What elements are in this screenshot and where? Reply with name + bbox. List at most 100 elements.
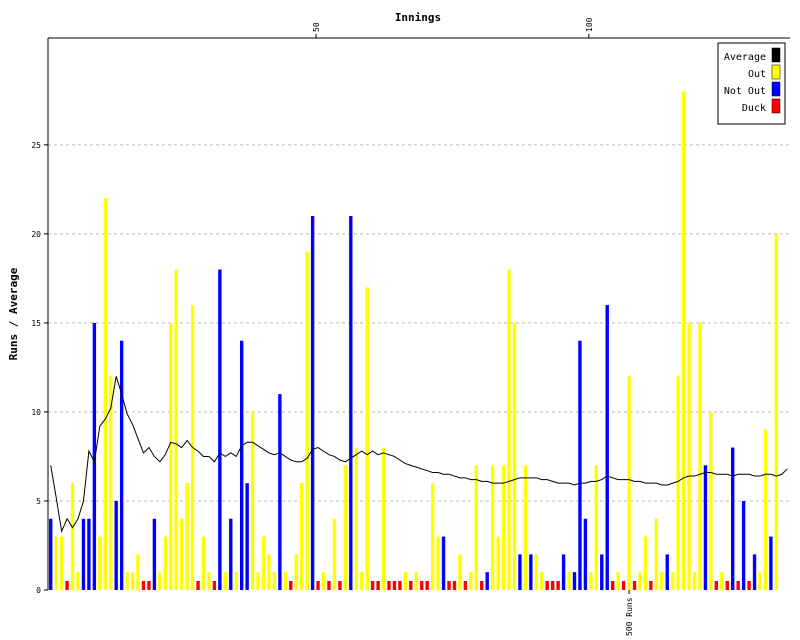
grid-lines — [48, 144, 790, 502]
duck-bar — [376, 581, 380, 590]
out-bar — [774, 233, 779, 590]
not-out-bar — [92, 322, 97, 590]
y-tick-label: 5 — [36, 497, 41, 506]
out-bar — [250, 411, 255, 590]
out-bar — [671, 572, 675, 590]
out-bar — [125, 572, 129, 590]
out-bar — [261, 536, 266, 590]
duck-bar — [398, 581, 402, 590]
not-out-bar — [752, 554, 757, 590]
out-bar — [70, 483, 75, 590]
x-axis-title: Innings — [395, 11, 441, 24]
not-out-bar — [769, 536, 773, 590]
duck-bar — [212, 581, 217, 590]
out-bar — [589, 572, 593, 590]
legend-label: Average — [724, 52, 766, 63]
duck-bar — [452, 581, 457, 590]
out-bar — [643, 536, 648, 590]
out-bar — [185, 483, 189, 590]
out-bar — [490, 465, 495, 590]
not-out-bar — [152, 518, 157, 590]
out-bar — [594, 465, 598, 590]
not-out-bar — [518, 554, 522, 590]
duck-bar — [550, 581, 555, 590]
not-out-bar — [731, 447, 735, 590]
out-bar — [158, 572, 162, 590]
out-bar — [76, 572, 80, 590]
out-bar — [540, 572, 544, 590]
legend-label: Not Out — [724, 86, 766, 97]
out-bar — [430, 483, 435, 590]
not-out-bar — [49, 518, 53, 590]
out-bar — [523, 465, 528, 590]
duck-bar — [480, 581, 484, 590]
out-bar — [720, 572, 724, 590]
out-bar — [321, 572, 326, 590]
not-out-bar — [600, 554, 604, 590]
not-out-bar — [114, 500, 118, 590]
out-bar — [474, 465, 478, 590]
y-tick-label: 15 — [31, 319, 41, 328]
duck-bar — [545, 581, 549, 590]
y-axis-title: Runs / Average — [7, 267, 20, 360]
y-tick-label: 20 — [31, 230, 41, 239]
out-bar — [501, 465, 506, 590]
out-bar — [300, 483, 304, 590]
axes — [47, 37, 790, 590]
not-out-bar — [239, 340, 244, 590]
out-bar — [763, 429, 768, 590]
not-out-bar — [561, 554, 566, 590]
not-out-bar — [578, 340, 582, 590]
out-bar — [436, 536, 440, 590]
out-bar — [98, 536, 102, 590]
out-bar — [414, 572, 418, 590]
out-bar — [692, 572, 697, 590]
out-bar — [305, 251, 309, 590]
x-tick-label: 100 — [585, 17, 594, 32]
out-bar — [534, 554, 538, 590]
duck-bar — [747, 581, 751, 590]
out-bar — [676, 376, 680, 590]
x-tick-label: 50 — [312, 22, 321, 32]
out-bar — [567, 572, 571, 590]
out-bar — [174, 269, 178, 590]
out-bar — [223, 572, 227, 590]
out-bar — [169, 322, 173, 590]
y-tick-label: 10 — [31, 408, 41, 417]
legend-label: Duck — [742, 103, 766, 114]
duck-bar — [141, 581, 146, 590]
out-bar — [201, 536, 206, 590]
out-bar — [294, 554, 298, 590]
duck-bar — [447, 581, 451, 590]
not-out-bar — [485, 572, 489, 590]
out-bar — [272, 572, 277, 590]
average-line — [50, 376, 788, 533]
not-out-bar — [81, 518, 86, 590]
not-out-bar — [229, 518, 233, 590]
legend-label: Out — [748, 69, 766, 80]
legend-swatch — [771, 81, 781, 97]
legend-swatch — [771, 47, 781, 63]
duck-bar — [632, 581, 637, 590]
out-bar — [687, 322, 691, 590]
out-bar — [496, 536, 500, 590]
not-out-bar — [119, 340, 124, 590]
not-out-bar — [703, 465, 708, 590]
duck-bar — [463, 581, 468, 590]
out-bar — [469, 572, 473, 590]
not-out-bar — [278, 394, 282, 590]
y-tick-label: 25 — [31, 141, 41, 150]
out-bar — [354, 447, 358, 590]
duck-bar — [392, 581, 397, 590]
duck-bar — [338, 581, 342, 590]
out-bar — [256, 572, 260, 590]
out-bar — [360, 572, 364, 590]
out-bar — [507, 269, 511, 590]
not-out-bar — [572, 572, 577, 590]
milestone-markers: 500 Runs — [625, 590, 634, 636]
out-bar — [103, 198, 107, 590]
x-tick-labels: 50 100 — [312, 17, 594, 38]
y-tick-label: 0 — [36, 586, 41, 595]
duck-bar — [556, 581, 560, 590]
out-bar — [616, 572, 620, 590]
